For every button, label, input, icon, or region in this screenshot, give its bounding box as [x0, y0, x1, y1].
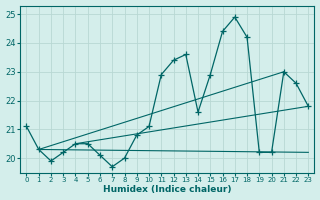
- X-axis label: Humidex (Indice chaleur): Humidex (Indice chaleur): [103, 185, 232, 194]
